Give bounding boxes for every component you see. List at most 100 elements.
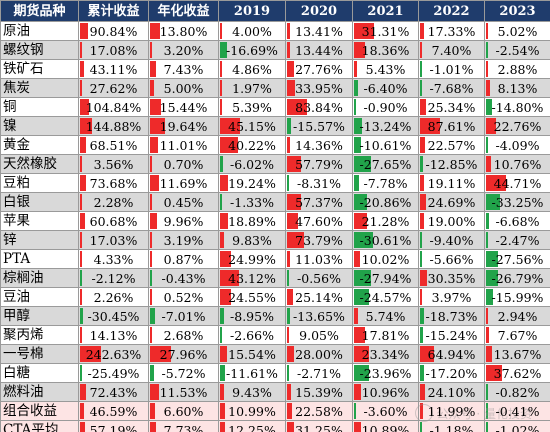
negative-data-bar [354,80,358,96]
positive-data-bar [80,251,83,267]
positive-data-bar [287,80,295,96]
negative-data-bar [420,156,423,172]
positive-data-bar [220,80,222,96]
value-cell: 9.96% [148,211,219,231]
value-cell: 24.69% [418,192,485,212]
negative-data-bar [486,99,493,115]
positive-data-bar [486,327,490,343]
value-cell: 3.19% [148,230,219,250]
value-text: 24.69% [427,194,476,210]
positive-data-bar [80,42,83,58]
positive-data-bar [420,270,427,286]
value-text: 10.89% [361,422,410,432]
positive-data-bar [486,23,489,39]
positive-data-bar [420,194,426,210]
positive-data-bar [80,346,101,362]
value-text: 44.71% [493,175,542,191]
value-text: 2.28% [93,194,134,210]
commodity-name: 锌 [0,230,79,250]
value-text: 15.54% [228,346,276,362]
value-text: 2.88% [497,61,538,77]
value-cell: 13.67% [484,344,550,364]
value-text: 13.67% [493,346,542,362]
value-text: -6.40% [363,80,408,96]
value-cell: -0.56% [285,268,353,288]
value-text: -0.41% [495,403,540,419]
value-cell: 10.96% [352,382,419,402]
value-text: -0.90% [363,99,408,115]
value-cell: 5.39% [218,97,286,117]
negative-data-bar [354,175,359,191]
value-text: 9.83% [232,232,272,248]
value-cell: 73.68% [78,173,149,193]
positive-data-bar [80,289,83,305]
value-text: 5.39% [232,99,272,115]
positive-data-bar [80,327,83,343]
positive-data-bar [150,175,159,191]
value-text: 25.14% [295,289,343,305]
value-cell: -12.85% [418,154,485,174]
value-text: -7.78% [363,175,408,191]
positive-data-bar [80,61,84,77]
value-cell: -3.60% [352,401,419,421]
positive-data-bar [80,194,83,210]
value-text: 10.99% [228,403,276,419]
value-cell: -14.80% [484,97,550,117]
positive-data-bar [150,194,153,210]
positive-data-bar [287,422,295,432]
negative-data-bar [486,384,488,400]
value-cell: -1.01% [418,59,485,79]
value-cell: 47.60% [285,211,353,231]
value-text: 14.13% [89,327,138,343]
value-text: 7.67% [497,327,538,343]
value-text: -5.72% [161,365,206,381]
value-cell: 31.25% [285,420,353,432]
value-cell: 2.94% [484,306,550,326]
value-text: -14.80% [491,99,544,115]
value-text: -2.66% [230,327,274,343]
value-cell: 19.11% [418,173,485,193]
value-text: -24.57% [359,289,412,305]
value-cell: 45.15% [218,116,286,136]
value-cell: -0.90% [352,97,419,117]
positive-data-bar [220,346,227,362]
value-cell: 13.80% [148,21,219,41]
value-text: -30.45% [87,308,140,324]
negative-data-bar [420,422,422,432]
positive-data-bar [287,99,307,115]
value-cell: 1.97% [218,78,286,98]
positive-data-bar [150,42,153,58]
table-row: 焦炭 27.62% 5.00% 1.97% 33.95% -6.40% -7.68% 8.13… [0,78,550,98]
negative-data-bar [486,422,488,432]
value-text: 57.37% [295,194,343,210]
value-text: 11.99% [427,403,476,419]
table-row: 组合收益 46.59% 6.60% 10.99% 22.58% -3.60% 11.99% -… [0,401,550,421]
value-text: -0.43% [161,270,206,286]
positive-data-bar [420,403,423,419]
value-text: 24.55% [228,289,276,305]
value-cell: 7.67% [484,325,550,345]
positive-data-bar [80,156,83,172]
value-text: 1.97% [232,80,272,96]
positive-data-bar [220,403,225,419]
value-cell: -15.57% [285,116,353,136]
positive-data-bar [287,403,293,419]
negative-data-bar [420,308,425,324]
value-cell: 25.14% [285,287,353,307]
positive-data-bar [80,422,85,432]
positive-data-bar [150,346,171,362]
positive-data-bar [486,308,488,324]
positive-data-bar [354,61,358,77]
value-cell: 11.01% [148,135,219,155]
column-header: 2019 [218,0,286,22]
value-cell: 27.96% [148,344,219,364]
value-cell: -0.41% [484,401,550,421]
value-cell: -8.95% [218,306,286,326]
commodity-name: 豆油 [0,287,79,307]
value-cell: -15.99% [484,287,550,307]
value-text: 2.26% [93,289,134,305]
value-text: 0.45% [163,194,204,210]
value-text: 30.35% [427,270,476,286]
positive-data-bar [150,23,161,39]
